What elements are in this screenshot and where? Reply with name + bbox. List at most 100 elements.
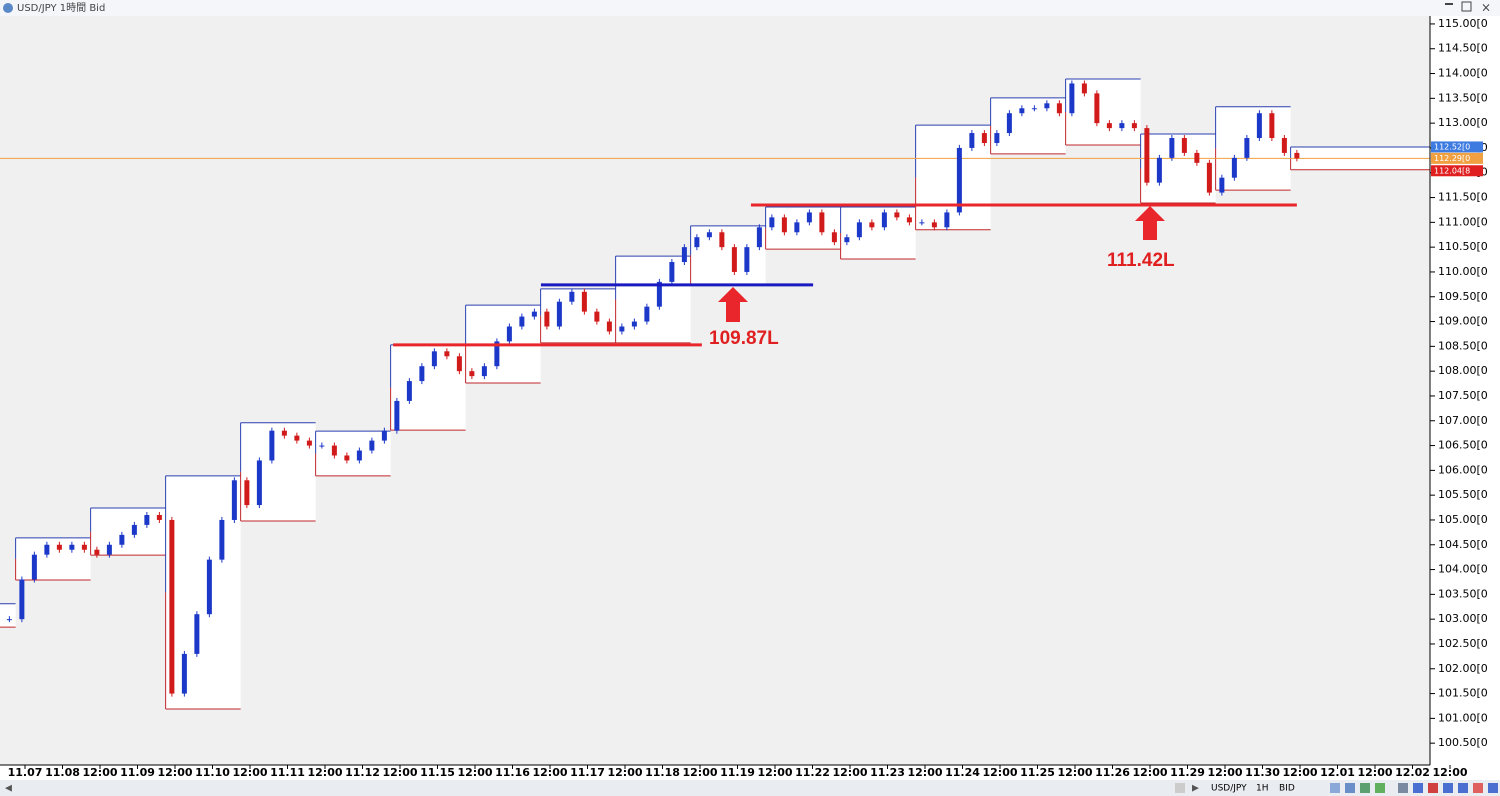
y-tick-label: 113.00[0 [1438, 116, 1488, 129]
timeframe-dropdown[interactable]: 1H [1256, 784, 1269, 794]
x-tick-label: 12:00 [1057, 766, 1092, 779]
tool-icon[interactable] [1488, 783, 1498, 793]
day-range-box [840, 206, 916, 260]
candle [169, 519, 175, 694]
candle [81, 544, 87, 550]
candle [206, 559, 212, 615]
candle [569, 291, 575, 302]
candle [644, 306, 650, 322]
y-tick-label: 115.00[0 [1438, 17, 1488, 30]
day-range-box [0, 603, 16, 628]
candle [819, 212, 825, 233]
toolbar-icons [1330, 783, 1498, 793]
tool-icon[interactable] [1413, 783, 1423, 793]
candle [294, 435, 300, 441]
tool-icon[interactable] [1375, 783, 1385, 793]
candle [106, 544, 112, 555]
candle [806, 212, 812, 223]
candle [44, 544, 50, 555]
x-tick-label: 12.01 [1320, 766, 1355, 779]
candle [706, 232, 712, 238]
y-tick-label: 108.00[0 [1438, 364, 1488, 377]
candle [981, 133, 987, 143]
candle [1269, 113, 1275, 139]
x-tick-label: 12:00 [1432, 766, 1467, 779]
candle [344, 455, 350, 461]
candle [606, 321, 612, 332]
toolbar [0, 780, 1500, 796]
symbol-dropdown[interactable]: USD/JPY [1211, 784, 1247, 794]
scroll-button[interactable] [1175, 783, 1185, 793]
y-tick-label: 102.50[0 [1438, 637, 1488, 650]
tool-icon[interactable] [1330, 783, 1340, 793]
x-tick-label: 12:00 [1132, 766, 1167, 779]
candle [56, 544, 62, 550]
candle [781, 217, 787, 233]
candle [1106, 123, 1112, 129]
price-dropdown[interactable]: BID [1279, 784, 1295, 794]
candle [794, 222, 800, 233]
candle [1219, 177, 1225, 193]
day-range-box [615, 256, 691, 343]
minimize-button[interactable] [1445, 3, 1453, 5]
maximize-button[interactable] [1461, 1, 1472, 12]
price-tag [1431, 141, 1483, 153]
scroll-left[interactable]: ◀ [5, 784, 12, 794]
x-tick-label: 12:00 [607, 766, 642, 779]
day-range-box [165, 475, 241, 709]
candle [1044, 103, 1050, 109]
candle [281, 430, 287, 436]
candle [594, 311, 600, 322]
title-bar [0, 0, 1500, 16]
tool-icon[interactable] [1360, 783, 1370, 793]
x-tick-label: 12:00 [457, 766, 492, 779]
candle [1244, 138, 1250, 158]
candle [244, 480, 250, 506]
candle [544, 311, 550, 327]
candle [494, 341, 500, 367]
candle [306, 440, 312, 446]
candle [681, 247, 687, 263]
arrow-up [1135, 206, 1165, 240]
x-tick-label: 12:00 [907, 766, 942, 779]
candle [444, 351, 450, 357]
tool-icon[interactable] [1428, 783, 1438, 793]
scroll-right[interactable]: ▶ [1192, 784, 1199, 794]
x-tick-label: 12:00 [532, 766, 567, 779]
candle [519, 316, 525, 327]
tool-icon[interactable] [1443, 783, 1453, 793]
y-tick-label: 114.00[0 [1438, 67, 1488, 80]
close-button[interactable]: × [1481, 1, 1491, 15]
tool-icon[interactable] [1398, 783, 1408, 793]
tool-icon[interactable] [1345, 783, 1355, 793]
price-tag-label: 112.29[0 [1434, 154, 1470, 163]
x-tick-label: 11.17 [570, 766, 605, 779]
x-tick-label: 11.16 [495, 766, 530, 779]
y-tick-label: 111.50[0 [1438, 191, 1488, 204]
candle [469, 371, 475, 377]
y-tick-label: 111.00[0 [1438, 215, 1488, 228]
tool-icon[interactable] [1473, 783, 1483, 793]
y-tick-label: 107.00[0 [1438, 414, 1488, 427]
tool-icon[interactable] [1458, 783, 1468, 793]
candle [944, 212, 950, 228]
candle [844, 237, 850, 243]
candle [419, 366, 425, 382]
x-tick-label: 12:00 [157, 766, 192, 779]
day-range-box [990, 97, 1066, 154]
candle [694, 237, 700, 248]
candle [1294, 152, 1300, 159]
x-tick-label: 11.09 [120, 766, 155, 779]
candle [31, 554, 37, 580]
candle [556, 301, 562, 327]
candle [994, 133, 1000, 143]
candle [906, 217, 912, 223]
candle [656, 281, 662, 307]
window-title: USD/JPY 1時間 Bid [17, 2, 105, 14]
y-tick-label: 102.00[0 [1438, 662, 1488, 675]
x-tick-label: 11.12 [345, 766, 380, 779]
x-tick-label: 11.19 [720, 766, 755, 779]
price-tag-label: 112.52[0 [1434, 142, 1470, 151]
